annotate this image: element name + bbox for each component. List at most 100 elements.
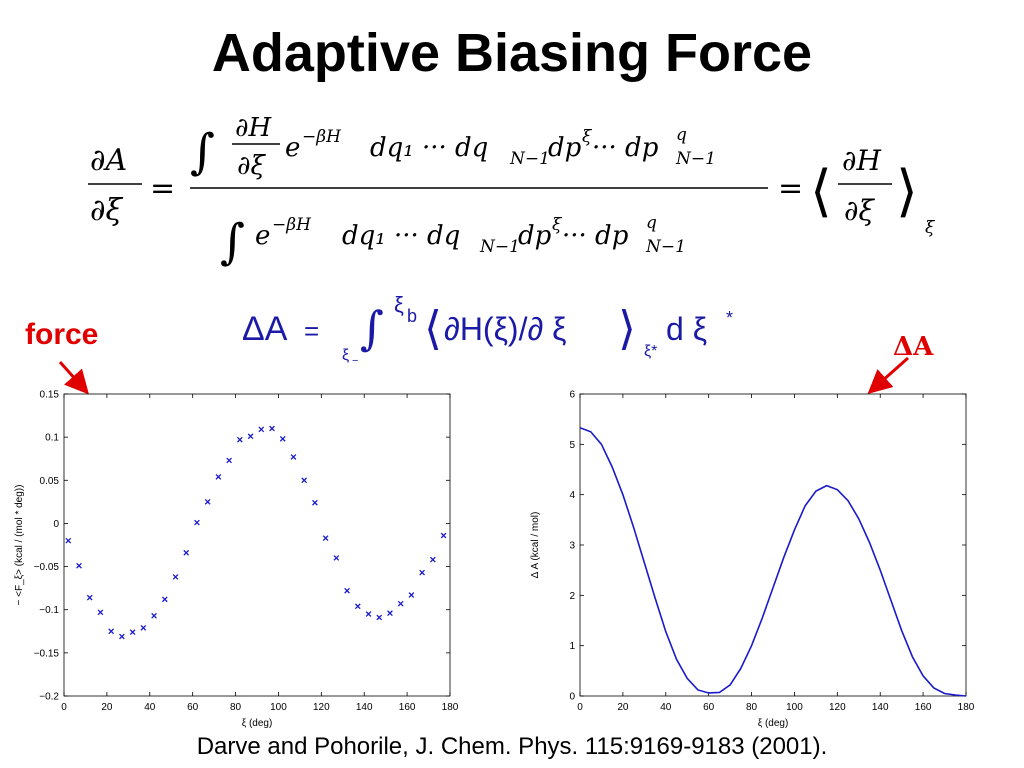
lower-limit-sub: − bbox=[352, 355, 358, 366]
denominator-dp: dp bbox=[518, 221, 552, 251]
x-tick-label: 180 bbox=[958, 702, 975, 713]
lhs-numerator: ∂A bbox=[90, 143, 127, 178]
data-point bbox=[247, 433, 254, 440]
denominator-dpq-sup: q bbox=[646, 213, 657, 233]
series-line bbox=[579, 426, 967, 697]
y-tick-label: 0.15 bbox=[40, 390, 60, 401]
data-point bbox=[215, 473, 222, 480]
equals-2: = bbox=[778, 171, 803, 206]
data-point bbox=[397, 600, 404, 607]
data-point bbox=[419, 569, 425, 576]
y-tick-label: 0.1 bbox=[45, 433, 59, 444]
data-point bbox=[97, 609, 104, 616]
rhs-denominator: ∂ξ bbox=[844, 194, 875, 227]
x-tick-label: 0 bbox=[61, 702, 67, 713]
numerator-dq: dq₁ ··· dq bbox=[370, 133, 488, 163]
x-tick-label: 40 bbox=[144, 702, 156, 713]
x-tick-label: 100 bbox=[786, 702, 803, 713]
y-tick-label: 6 bbox=[569, 390, 575, 401]
x-tick-label: 20 bbox=[101, 702, 113, 713]
y-axis-label: − <F_ξ> (kcal / (mol * deg)) bbox=[14, 485, 25, 606]
upper-limit: ξ bbox=[394, 292, 404, 317]
y-tick-label: 0 bbox=[53, 519, 59, 530]
x-tick-label: 60 bbox=[703, 702, 715, 713]
data-point bbox=[344, 587, 350, 594]
equals: = bbox=[304, 316, 319, 346]
rhs-numerator: ∂H bbox=[842, 144, 881, 177]
numerator-dots: ··· dp bbox=[592, 133, 659, 163]
data-point bbox=[226, 457, 232, 464]
data-point bbox=[408, 592, 415, 598]
x-tick-label: 120 bbox=[313, 702, 330, 713]
x-tick-label: 60 bbox=[187, 702, 199, 713]
data-point bbox=[151, 612, 157, 619]
plot-area bbox=[63, 393, 451, 697]
data-point bbox=[429, 556, 436, 563]
y-tick-label: 4 bbox=[569, 490, 575, 501]
data-point bbox=[354, 603, 361, 610]
data-point bbox=[333, 555, 340, 561]
y-tick-label: 0 bbox=[569, 692, 575, 703]
denominator-dpq-sub: N−1 bbox=[645, 237, 686, 257]
differential-star: * bbox=[726, 308, 733, 328]
numerator-integral: ∫ bbox=[190, 124, 215, 180]
x-tick-label: 0 bbox=[577, 702, 583, 713]
denominator-dp-sup: ξ bbox=[552, 215, 563, 235]
denominator-sub-n: N−1 bbox=[479, 237, 520, 257]
data-point bbox=[119, 633, 125, 640]
y-tick-label: 1 bbox=[569, 641, 575, 652]
data-point bbox=[183, 549, 190, 556]
data-point bbox=[76, 562, 82, 569]
data-point bbox=[301, 477, 308, 484]
x-tick-label: 160 bbox=[399, 702, 416, 713]
rhs-langle: ⟨ bbox=[810, 159, 832, 224]
lower-limit: ξ bbox=[342, 347, 349, 364]
y-tick-label: −0.05 bbox=[34, 562, 60, 573]
y-axis-label: Δ A (kcal / mol) bbox=[530, 512, 541, 579]
y-tick-label: −0.15 bbox=[34, 648, 60, 659]
delta-a-equation: ΔA = ξ − ∫ ξ b ⟨ ∂H(ξ)/∂ ξ ⟩ ξ* d ξ * bbox=[242, 292, 733, 366]
y-tick-label: −0.2 bbox=[39, 692, 59, 703]
slide-title: Adaptive Biasing Force bbox=[211, 23, 813, 83]
data-point bbox=[387, 610, 393, 617]
data-point bbox=[376, 614, 383, 621]
numerator-dh: ∂H bbox=[235, 113, 272, 143]
lhs-denominator: ∂ξ bbox=[90, 193, 124, 228]
y-tick-label: 3 bbox=[569, 541, 575, 552]
abf-equation: ∂A ∂ξ = ∫ ∂H ∂ξ e −βH dq₁ ··· dq N−1 dp … bbox=[88, 113, 936, 270]
citation: Darve and Pohorile, J. Chem. Phys. 115:9… bbox=[196, 733, 828, 760]
denominator-exp: −βH bbox=[272, 215, 312, 235]
numerator-dxi: ∂ξ bbox=[237, 151, 266, 181]
denominator-dq: dq₁ ··· dq bbox=[342, 221, 460, 251]
data-point bbox=[129, 629, 136, 636]
x-axis-label: ξ (deg) bbox=[758, 718, 789, 729]
integral-sign: ∫ bbox=[360, 301, 384, 355]
y-tick-label: 5 bbox=[569, 440, 575, 451]
x-tick-label: 180 bbox=[442, 702, 459, 713]
numerator-dpq-sup: q bbox=[676, 125, 687, 145]
numerator-dp: dp bbox=[548, 133, 582, 163]
data-point bbox=[322, 535, 329, 541]
integrand: ∂H(ξ)/∂ ξ bbox=[444, 311, 566, 347]
rhs-rangle: ⟩ bbox=[896, 159, 918, 224]
differential: d ξ bbox=[666, 311, 707, 347]
rhs-subscript: ξ bbox=[925, 218, 936, 238]
denominator-dots: ··· dp bbox=[562, 221, 629, 251]
data-point bbox=[140, 624, 147, 631]
denominator-integral: ∫ bbox=[220, 214, 245, 270]
data-point bbox=[108, 628, 115, 635]
right-angle: ⟩ bbox=[618, 301, 636, 355]
x-tick-label: 40 bbox=[660, 702, 672, 713]
plot-area bbox=[579, 393, 967, 697]
data-point bbox=[269, 425, 275, 432]
x-tick-label: 80 bbox=[230, 702, 242, 713]
data-point bbox=[65, 537, 72, 544]
x-tick-label: 140 bbox=[356, 702, 373, 713]
numerator-sub-n: N−1 bbox=[509, 149, 550, 169]
data-point bbox=[258, 426, 265, 433]
numerator-dpq-sub: N−1 bbox=[675, 149, 716, 169]
upper-limit-sub: b bbox=[407, 306, 417, 326]
data-point bbox=[161, 596, 168, 603]
data-point bbox=[290, 454, 297, 460]
data-point bbox=[440, 532, 447, 539]
